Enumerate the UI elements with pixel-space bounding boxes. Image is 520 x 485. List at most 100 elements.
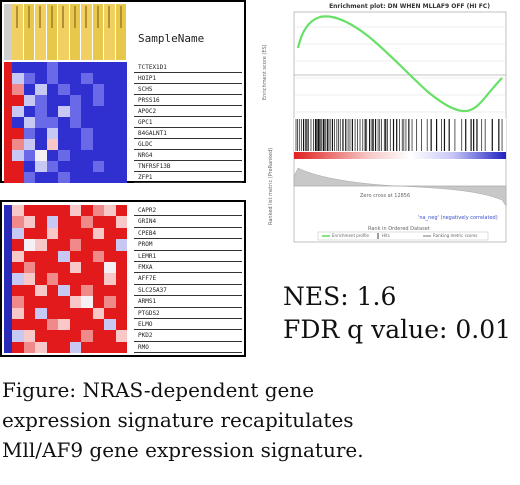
header-sample-tick	[16, 6, 18, 28]
heatmap-cell	[69, 150, 81, 161]
heatmap-cell	[81, 84, 93, 95]
heatmap-cell	[104, 139, 116, 150]
heatmap-cell	[12, 216, 24, 228]
heatmap-cell	[104, 307, 116, 319]
heatmap-cell	[23, 73, 35, 84]
heatmap-cell	[58, 150, 70, 161]
heatmap-cell	[46, 296, 58, 308]
gene-label: GRIN4	[138, 218, 157, 226]
heatmap-cell	[12, 341, 24, 354]
heatmap-cell	[35, 172, 47, 183]
heatmap-cell	[81, 341, 93, 354]
heatmap-cell	[4, 273, 12, 285]
heatmap-cell	[4, 250, 12, 262]
heatmap-cell	[23, 284, 35, 297]
enrichment-curve	[296, 15, 503, 113]
header-sample-cell	[104, 4, 115, 60]
heatmap-cell	[46, 106, 58, 117]
gene-label: LEMR1	[138, 252, 157, 260]
heatmap-cell	[12, 106, 24, 117]
heatmap-cell	[12, 284, 24, 297]
heatmap-cell	[115, 262, 127, 274]
heatmap-cell	[92, 262, 104, 274]
heatmap-cell	[23, 239, 35, 251]
heatmap-cell	[46, 150, 58, 161]
heatmap-cell	[12, 172, 24, 183]
heatmap-cell	[46, 216, 58, 228]
gene-divider	[134, 182, 242, 183]
heatmap-cell	[115, 284, 127, 297]
gsea-svg	[293, 11, 507, 243]
heatmap-cell	[23, 128, 35, 139]
heatmap-cell	[92, 216, 104, 228]
header-sample-cell	[12, 4, 23, 60]
heatmap-cell	[46, 250, 58, 262]
heatmap-cell	[46, 341, 58, 354]
header-sample-tick	[96, 6, 99, 28]
heatmap-cell	[115, 161, 127, 172]
heatmap-cell	[46, 84, 58, 95]
heatmap-cell	[104, 128, 116, 139]
gene-divider	[134, 226, 242, 228]
heatmap-cell	[46, 117, 58, 128]
heatmap-cell	[58, 128, 70, 139]
heatmap-cell	[12, 84, 24, 95]
heatmap-cell	[69, 84, 81, 95]
heatmap-cell	[69, 73, 81, 84]
gene-divider	[134, 72, 242, 73]
heatmap-cell	[69, 330, 81, 342]
heatmap-cell	[12, 73, 24, 84]
heatmap-cell	[81, 250, 93, 262]
heatmap-cell	[115, 341, 127, 354]
heatmap-cell	[104, 84, 116, 95]
heatmap-cell	[92, 73, 104, 84]
gene-label: ARMS1	[138, 298, 157, 306]
header-sample-cell	[92, 4, 103, 60]
heatmap-cell	[92, 205, 104, 217]
heatmap-cell	[92, 62, 104, 73]
gene-label: PKD2	[138, 332, 153, 340]
gene-divider	[134, 249, 242, 251]
heatmap-cell	[104, 296, 116, 308]
heatmap-cell	[81, 273, 93, 285]
header-sample-tick	[73, 6, 76, 28]
heatmap-cell	[81, 150, 93, 161]
heatmap-cell	[23, 172, 35, 183]
heatmap-cell	[58, 296, 70, 308]
gsea-ranked-axis-label: Ranked list metric (PreRanked)	[268, 147, 274, 225]
gene-divider	[134, 94, 242, 95]
heatmap-cell	[115, 73, 127, 84]
heatmap-cell	[92, 84, 104, 95]
caption-line-1: Figure: NRAS-dependent gene	[2, 378, 315, 402]
heatmap-cell	[81, 73, 93, 84]
heatmap-cell	[23, 341, 35, 354]
gene-divider	[134, 83, 242, 84]
heatmap-cell	[115, 150, 127, 161]
heatmap-cell	[23, 117, 35, 128]
heatmap-cell	[58, 307, 70, 319]
gene-label: APOC2	[138, 108, 157, 115]
heatmap-cell	[46, 307, 58, 319]
heatmap-cell	[104, 273, 116, 285]
heatmap-cell	[23, 106, 35, 117]
gene-divider	[134, 149, 242, 150]
heatmap-cell	[23, 216, 35, 228]
heatmap-cell	[104, 330, 116, 342]
heatmap-cell	[115, 307, 127, 319]
heatmap-cell	[12, 307, 24, 319]
heatmap-cell	[4, 216, 12, 228]
heatmap-cell	[4, 307, 12, 319]
heatmap-cell	[23, 95, 35, 106]
gene-divider	[134, 160, 242, 161]
heatmap-cell	[35, 216, 47, 228]
heatmap-cell	[58, 341, 70, 354]
header-sample-cell	[115, 4, 126, 60]
heatmap-cell	[12, 319, 24, 331]
heatmap-cell	[35, 73, 47, 84]
heatmap-cell	[115, 296, 127, 308]
heatmap-cell	[81, 319, 93, 331]
heatmap-cell	[115, 128, 127, 139]
header-sample-cell	[69, 4, 80, 60]
heatmap-cell	[46, 319, 58, 331]
gsea-zero-cross-label: Zero cross at 12856	[360, 193, 411, 199]
